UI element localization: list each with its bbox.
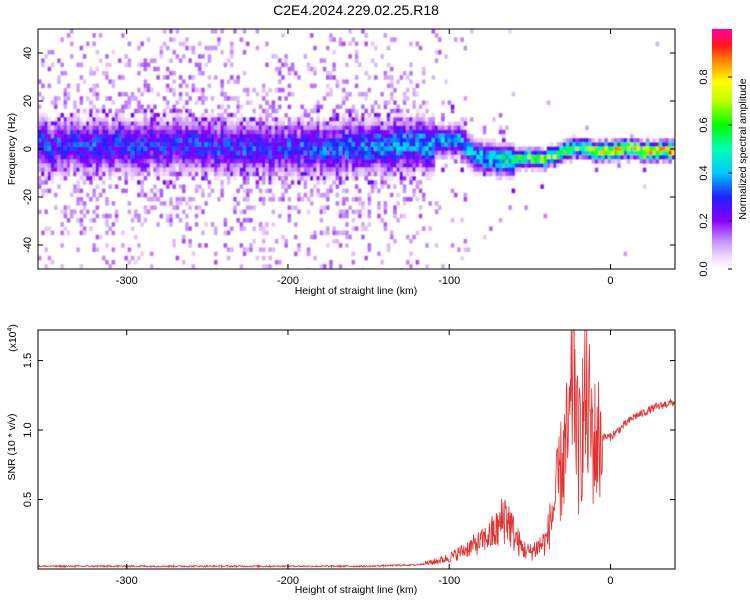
colorbar-gradient [712,29,732,269]
snr-x-tick-label: -200 [277,575,299,587]
spectrogram-y-tick-label: 20 [22,95,34,107]
snr-panel: -300 -200 -100 0 0.5 1.0 1.5 Height of straigh… [6,324,676,596]
colorbar-tick-label: 0.2 [698,213,710,228]
spectrogram-y-tick-label: 40 [22,47,34,59]
snr-y-tick-label: 1.5 [22,353,34,368]
colorbar: 0.0 0.2 0.4 0.6 0.8 Normalized spectral ampl… [698,29,749,277]
snr-x-tick-label: 0 [607,575,613,587]
snr-x-tick-label: -100 [438,575,460,587]
snr-x-label: Height of straight line (km) [295,584,418,596]
colorbar-tick-label: 0.4 [698,165,710,180]
colorbar-tick-label: 0.8 [698,69,710,84]
chart-title: C2E4.2024.229.02.25.R18 [273,2,439,18]
colorbar-ticks: 0.0 0.2 0.4 0.6 0.8 [698,69,732,277]
snr-y-tick-label: 0.5 [22,492,34,507]
snr-y-tick-label: 1.0 [22,422,34,437]
spectrogram-y-tick-label: 0 [22,146,34,152]
snr-axes: -300 -200 -100 0 0.5 1.0 1.5 [22,330,675,587]
spectrogram-y-tick-label: -40 [22,237,34,253]
spectrogram-x-tick-label: -300 [116,275,138,287]
spectrogram-y-tick-label: -20 [22,189,34,205]
colorbar-tick-label: 0.6 [698,117,710,132]
snr-multiplier: (x104) [7,324,19,352]
spectrogram-x-tick-label: -100 [438,275,460,287]
snr-y-label: SNR (10 * v/v) [6,413,18,480]
snr-frame [37,329,676,570]
spectrogram-x-tick-label: 0 [607,275,613,287]
snr-series-line [38,330,675,569]
spectrogram-x-label: Height of straight line (km) [295,285,418,297]
colorbar-label: Normalized spectral amplitude [737,78,749,219]
spectrogram-y-label: Frequency (Hz) [6,113,18,185]
spectrogram-x-tick-label: -200 [277,275,299,287]
colorbar-tick-label: 0.0 [698,261,710,276]
spectrogram-heatmap [38,29,675,269]
snr-x-tick-label: -300 [116,575,138,587]
